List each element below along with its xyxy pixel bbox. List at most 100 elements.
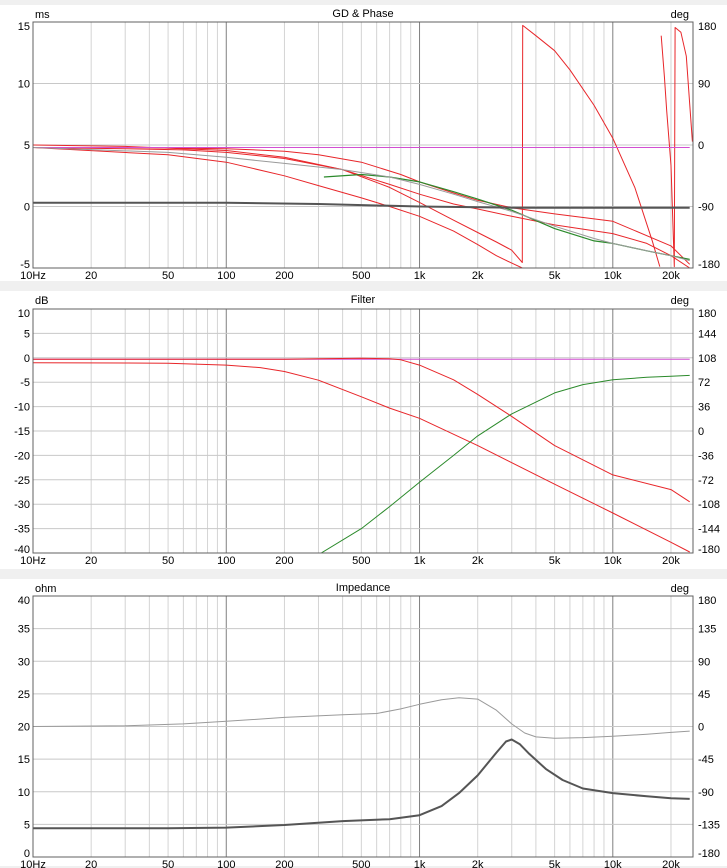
y2-tick-label: -135 — [698, 819, 720, 831]
y2-tick-label: -45 — [698, 754, 714, 766]
y2-tick-label: 72 — [698, 377, 710, 389]
y-tick-label: 10 — [18, 308, 30, 320]
x-tick-label: 10Hz — [20, 270, 46, 282]
plot-frame — [32, 308, 694, 554]
y2-axis-unit-label: deg — [671, 295, 689, 307]
x-tick-label: 2k — [472, 555, 484, 567]
x-tick-label: 1k — [414, 270, 426, 282]
y-tick-label: 5 — [24, 140, 30, 152]
series-line-lowpass-2 — [33, 362, 690, 553]
y2-tick-label: 135 — [698, 624, 716, 636]
x-tick-label: 200 — [275, 859, 293, 868]
series-line-dark-gd — [33, 201, 690, 209]
x-tick-label: 2k — [472, 859, 484, 868]
chart-title: Filter — [351, 294, 376, 306]
y-tick-label: 40 — [18, 595, 30, 607]
x-tick-label: 50 — [162, 555, 174, 567]
y-tick-label: -25 — [14, 475, 30, 487]
x-tick-label: 10Hz — [20, 555, 46, 567]
x-tick-label: 2k — [472, 270, 484, 282]
x-tick-label: 10k — [604, 859, 622, 868]
series-line-impedance-magnitude — [33, 738, 690, 830]
x-tick-label: 10Hz — [20, 859, 46, 868]
y-tick-label: -20 — [14, 450, 30, 462]
y2-tick-label: -180 — [698, 848, 720, 860]
series-line-phase-a-wrapped- — [33, 24, 661, 267]
y-tick-label: 0 — [24, 202, 30, 214]
series-line-lowpass-1-2nd-order- — [33, 357, 690, 503]
x-tick-label: 100 — [217, 270, 235, 282]
y2-tick-label: 36 — [698, 402, 710, 414]
x-tick-label: 10k — [604, 270, 622, 282]
y-tick-label: 35 — [18, 624, 30, 636]
y-tick-label: 10 — [18, 79, 30, 91]
y-tick-label: -15 — [14, 426, 30, 438]
y-tick-label: 5 — [24, 819, 30, 831]
x-tick-label: 20 — [85, 555, 97, 567]
y-tick-label: 25 — [18, 689, 30, 701]
y2-tick-label: 0 — [698, 426, 704, 438]
series-line-highpass-phase — [320, 374, 690, 553]
y2-tick-label: 144 — [698, 328, 716, 340]
x-tick-label: 500 — [352, 270, 370, 282]
y-tick-label: 10 — [18, 787, 30, 799]
y-axis-unit-label: ms — [35, 9, 50, 21]
y2-tick-label: -90 — [698, 202, 714, 214]
y2-tick-label: 45 — [698, 689, 710, 701]
y2-tick-label: 180 — [698, 308, 716, 320]
y-axis-unit-label: dB — [35, 295, 48, 307]
x-tick-label: 1k — [414, 555, 426, 567]
y2-tick-label: 0 — [698, 722, 704, 734]
y2-tick-label: -180 — [698, 544, 720, 556]
x-tick-label: 1k — [414, 859, 426, 868]
x-tick-label: 100 — [217, 859, 235, 868]
y2-tick-label: -90 — [698, 787, 714, 799]
chart-gd-phase: GD & Phase ms deg -5 0 5 10 15 -180 -90 0 90 180 10Hz… — [0, 5, 727, 282]
y2-tick-label: -144 — [698, 524, 720, 536]
y2-tick-label: -108 — [698, 499, 720, 511]
x-tick-label: 10k — [604, 555, 622, 567]
y-tick-label: 5 — [24, 328, 30, 340]
x-tick-label: 200 — [275, 270, 293, 282]
x-tick-label: 5k — [549, 859, 561, 868]
y-tick-label: -10 — [14, 402, 30, 414]
x-tick-label: 5k — [549, 555, 561, 567]
y-tick-label: -30 — [14, 499, 30, 511]
y2-tick-label: 90 — [698, 79, 710, 91]
chart-title: Impedance — [336, 582, 390, 594]
chart-filter: Filter dB deg -40 -35 -30 -25 -20 -15 -10 -5 0 5 10 -1… — [0, 291, 727, 569]
x-tick-label: 200 — [275, 555, 293, 567]
series-line-group-delay-b — [33, 147, 690, 268]
x-tick-label: 20 — [85, 859, 97, 868]
y2-tick-label: -72 — [698, 475, 714, 487]
x-tick-label: 50 — [162, 859, 174, 868]
y-tick-label: 0 — [24, 353, 30, 365]
y2-axis-unit-label: deg — [671, 9, 689, 21]
y-tick-label: -5 — [20, 377, 30, 389]
y2-tick-label: 180 — [698, 21, 716, 33]
x-tick-label: 20k — [662, 270, 680, 282]
x-tick-label: 20k — [662, 555, 680, 567]
series-line-impedance-phase — [33, 697, 690, 739]
y-tick-label: 0 — [24, 848, 30, 860]
y2-tick-label: 90 — [698, 656, 710, 668]
y-tick-label: -40 — [14, 544, 30, 556]
y2-tick-label: -36 — [698, 450, 714, 462]
chart-impedance: Impedance ohm deg 0 5 10 15 20 25 30 35 40 -180 -135 -… — [0, 579, 727, 868]
x-tick-label: 100 — [217, 555, 235, 567]
x-tick-label: 500 — [352, 859, 370, 868]
x-tick-label: 50 — [162, 270, 174, 282]
y-tick-label: 30 — [18, 656, 30, 668]
y-tick-label: 15 — [18, 754, 30, 766]
chart-title: GD & Phase — [332, 8, 393, 20]
y-tick-label: -5 — [20, 259, 30, 271]
x-tick-label: 20k — [662, 859, 680, 868]
series-line-gray-gd — [33, 147, 690, 262]
x-tick-label: 20 — [85, 270, 97, 282]
x-tick-label: 5k — [549, 270, 561, 282]
y2-tick-label: -180 — [698, 259, 720, 271]
y-axis-unit-label: ohm — [35, 583, 56, 595]
y-tick-label: 15 — [18, 21, 30, 33]
y-tick-label: 20 — [18, 722, 30, 734]
